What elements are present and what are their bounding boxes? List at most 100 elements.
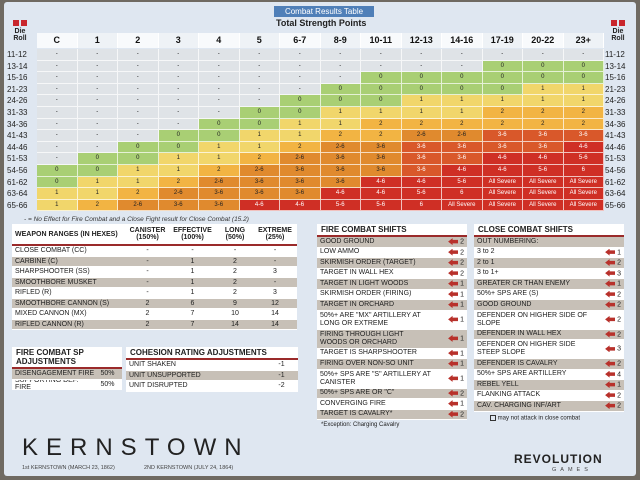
crt-die-roll-label: 65-66 bbox=[7, 200, 28, 210]
weapon-range-row-cell: 3 bbox=[273, 268, 277, 276]
crt-cell: - bbox=[118, 49, 159, 61]
close-shifts-title: CLOSE COMBAT SHIFTS bbox=[474, 224, 624, 237]
crt-cell: 0 bbox=[199, 118, 240, 131]
weapon-range-row-cell: SHARPSHOOTER (SS) bbox=[15, 268, 90, 276]
fire-shift-row-label: 50%+ SPS ARE "S" ARTILLERY AT CANISTER bbox=[320, 370, 431, 386]
close-shift-row-number: 2 bbox=[617, 360, 621, 368]
crt-cell: 3-6 bbox=[280, 188, 321, 200]
crt-die-roll-label: 11-12 bbox=[7, 50, 27, 59]
crt-die-roll-label: 63-64 bbox=[7, 189, 28, 199]
crt-cell: 3-6 bbox=[158, 199, 199, 212]
left-arrow-icon bbox=[605, 360, 616, 368]
crt-cell: - bbox=[77, 95, 118, 107]
weapon-range-row-cell: 1 bbox=[190, 289, 195, 297]
crt-column-header: 2 bbox=[118, 33, 159, 48]
left-arrow-icon bbox=[448, 290, 459, 298]
crt-cell: 4-6 bbox=[563, 141, 604, 154]
left-arrow-icon bbox=[605, 330, 616, 338]
crt-cell: 1 bbox=[77, 176, 118, 189]
crt-cell: 3-6 bbox=[199, 199, 240, 212]
fire-shift-row: TARGET IS SHARPSHOOTER 1 bbox=[317, 348, 467, 359]
fire-shift-row: FIRING OVER NON-SO UNIT 1 bbox=[317, 359, 467, 370]
weapon-range-row-cell: 6 bbox=[190, 299, 195, 307]
fire-sp-row-cell: 50% bbox=[100, 380, 115, 388]
close-shift-row-value: 1 bbox=[605, 280, 621, 287]
fire-shift-row-value: 1 bbox=[448, 334, 464, 342]
crt-cell: All Severe bbox=[482, 176, 523, 189]
fire-shift-row-value: 2 bbox=[448, 238, 464, 245]
crt-cell: 0 bbox=[361, 72, 402, 84]
crt-column-header: 17-19 bbox=[482, 33, 523, 48]
left-arrow-icon bbox=[448, 334, 459, 342]
close-shift-row-value: 1 bbox=[605, 381, 621, 388]
crt-cell: 1 bbox=[199, 141, 240, 154]
crt-cell: - bbox=[158, 60, 199, 73]
crt-cell: - bbox=[118, 95, 159, 107]
crt-cell: 0 bbox=[442, 72, 483, 84]
crt-cell: 5-6 bbox=[563, 153, 604, 165]
crt-cell: 0 bbox=[239, 107, 280, 119]
crt-cell: - bbox=[199, 72, 240, 84]
left-arrow-icon bbox=[448, 238, 459, 246]
weapon-range-row-cell: 7 bbox=[190, 310, 195, 318]
crt-die-roll-label: 15-16 bbox=[7, 73, 28, 83]
fire-shift-row-number: 2 bbox=[460, 389, 464, 397]
fire-shift-row: SKIRMISH ORDER (FIRING) 1 bbox=[317, 289, 467, 300]
close-shift-row-number: 3 bbox=[617, 269, 621, 277]
crt-cell: 4-6 bbox=[401, 176, 442, 189]
crt-cell: 0 bbox=[482, 83, 523, 96]
crt-cell: 1 bbox=[118, 176, 159, 189]
crt-cell: 3-6 bbox=[442, 153, 483, 165]
crt-die-roll-label: 13-14 bbox=[605, 61, 626, 71]
close-shift-row-value: 2 bbox=[605, 315, 621, 323]
close-shift-row-number: 2 bbox=[617, 391, 621, 399]
weapon-range-row-cell: 2 bbox=[233, 257, 237, 265]
close-shift-row: 3 to 2 1 bbox=[474, 247, 624, 258]
fire-shift-row-number: 1 bbox=[460, 280, 464, 288]
crt-cell: 2 bbox=[361, 130, 402, 142]
die-icon bbox=[21, 20, 27, 26]
crt-cell: 3-6 bbox=[482, 130, 523, 142]
crt-cell: All Severe bbox=[482, 188, 523, 200]
crt-cell: 0 bbox=[523, 72, 564, 84]
crt-cell: 5-6 bbox=[442, 176, 483, 189]
close-shift-row-number: 2 bbox=[617, 330, 621, 338]
close-shift-row-number: 1 bbox=[617, 280, 621, 288]
left-arrow-icon bbox=[448, 349, 459, 357]
crt-cell: 2-6 bbox=[199, 176, 240, 189]
fire-shift-row-number: 2 bbox=[460, 410, 464, 418]
weapon-range-row-cell: - bbox=[191, 247, 194, 255]
die-icon bbox=[619, 20, 625, 26]
cohesion-row: UNIT SHAKEN -1 bbox=[126, 360, 298, 371]
crt-cell: - bbox=[37, 141, 78, 154]
weapon-range-row-cell: SMOOTHBORE CANNON (S) bbox=[15, 299, 110, 307]
weapon-range-row-cell: CLOSE COMBAT (CC) bbox=[15, 247, 87, 255]
crt-cell: 3-6 bbox=[239, 176, 280, 189]
close-shift-row-number: 2 bbox=[617, 301, 621, 309]
crt-column-header: 3 bbox=[158, 33, 199, 48]
die-roll-header-left: Die Roll bbox=[7, 20, 33, 42]
crt-cell: 0 bbox=[361, 95, 402, 107]
crt-cell: 2 bbox=[199, 165, 240, 177]
crt-column-header: 10-11 bbox=[361, 33, 402, 48]
crt-cell: 1 bbox=[37, 188, 78, 200]
weapon-range-row-cell: 10 bbox=[231, 310, 239, 318]
close-shift-row: DEFENDER ON HIGHER SIDE STEEP SLOPE 3 bbox=[474, 340, 624, 359]
crt-cell: 0 bbox=[442, 83, 483, 96]
fire-shift-row-number: 1 bbox=[460, 301, 464, 309]
crt-cell: 1 bbox=[280, 118, 321, 131]
crt-cell: 3-6 bbox=[239, 188, 280, 200]
weapon-range-row-cell: RIFLED (R) bbox=[15, 289, 52, 297]
crt-cell: 0 bbox=[361, 83, 402, 96]
crt-cell: - bbox=[118, 60, 159, 73]
crt-cell: - bbox=[239, 95, 280, 107]
left-arrow-icon bbox=[605, 290, 616, 298]
crt-cell: 1 bbox=[401, 107, 442, 119]
weapon-range-row: SMOOTHBORE CANNON (S) 2 6 9 12 bbox=[12, 298, 297, 309]
fire-shift-row-number: 2 bbox=[460, 259, 464, 267]
crt-cell: 1 bbox=[563, 83, 604, 96]
crt-cell: 1 bbox=[158, 153, 199, 165]
crt-cell: 0 bbox=[482, 60, 523, 73]
fire-shift-row: GOOD GROUND 2 bbox=[317, 237, 467, 248]
close-shift-row: CAV. CHARGING INF/ART 2 bbox=[474, 401, 624, 412]
